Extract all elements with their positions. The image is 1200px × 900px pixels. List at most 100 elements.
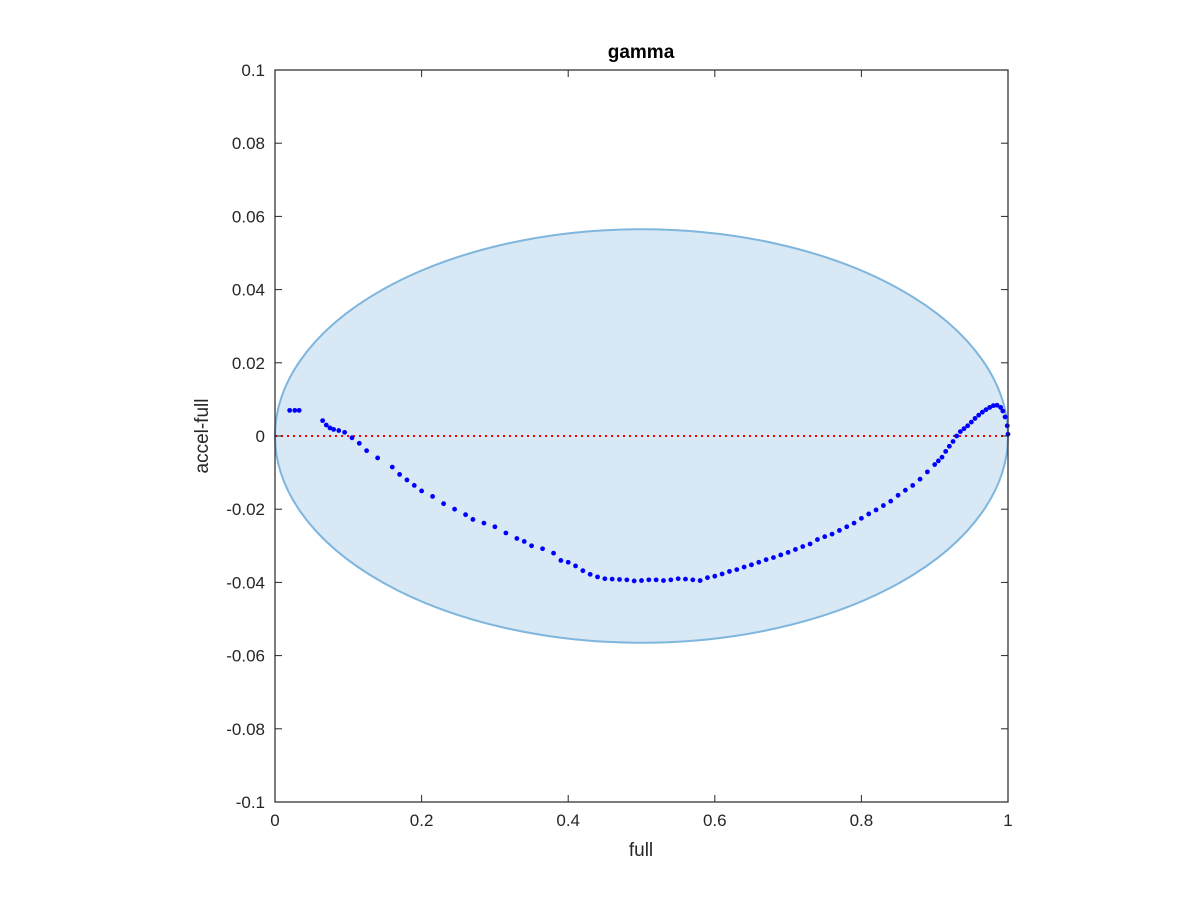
data-point [617, 577, 622, 582]
data-point [389, 464, 395, 470]
data-point [595, 574, 600, 580]
data-point [727, 569, 732, 574]
data-point [441, 501, 446, 507]
data-point [419, 488, 424, 494]
data-point [323, 422, 329, 428]
x-tick-label: 0 [270, 811, 279, 830]
data-point [1002, 414, 1008, 420]
data-point [935, 458, 941, 464]
data-point [551, 550, 556, 556]
data-point [292, 407, 298, 413]
data-point [844, 524, 850, 530]
data-point [972, 416, 978, 421]
chart-title: gamma [608, 42, 675, 63]
y-tick-label: 0.02 [232, 354, 265, 373]
data-point [983, 407, 989, 413]
data-point [287, 407, 293, 413]
data-point [712, 573, 718, 579]
data-point [675, 576, 681, 582]
data-point [327, 425, 333, 431]
data-point [756, 559, 762, 565]
data-point [880, 503, 886, 508]
data-point [895, 492, 901, 498]
y-tick-label: -0.06 [226, 647, 265, 666]
data-point [296, 407, 302, 413]
y-tick-label: -0.08 [226, 720, 265, 739]
y-tick-label: 0.08 [232, 134, 265, 153]
data-point [452, 506, 457, 512]
data-point [771, 555, 776, 560]
data-point [902, 487, 908, 493]
y-tick-label: 0.04 [232, 281, 265, 300]
data-point [778, 552, 784, 558]
data-point [968, 419, 974, 425]
data-point [961, 426, 967, 432]
data-point [364, 448, 370, 454]
y-tick-label: -0.1 [236, 793, 265, 812]
data-point [837, 528, 842, 533]
data-point [646, 577, 652, 583]
plot-area: 0 0.2 0.4 0.6 0.8 1 0.1 0.08 0.06 0.04 0.02 0 -0.02 -… [226, 61, 1012, 830]
data-point [411, 483, 417, 488]
x-tick-label: 0.4 [556, 811, 580, 830]
data-point [994, 402, 1000, 408]
data-point [580, 568, 586, 574]
data-point [829, 531, 835, 537]
data-point [573, 563, 578, 569]
data-point [917, 476, 923, 482]
data-point [609, 576, 615, 582]
data-point [1004, 423, 1010, 429]
data-point [979, 409, 985, 415]
data-point [943, 448, 949, 454]
data-point [763, 557, 769, 563]
data-point [624, 577, 630, 583]
data-point [998, 405, 1004, 410]
data-point [661, 578, 666, 583]
data-point [807, 541, 813, 547]
data-point [587, 571, 593, 577]
data-point [514, 536, 520, 541]
x-axis-label: full [629, 840, 653, 861]
y-tick-label: -0.02 [226, 500, 265, 519]
y-tick-label: 0.06 [232, 207, 265, 226]
data-point [481, 520, 487, 526]
data-point [463, 512, 468, 518]
data-point [741, 564, 747, 570]
data-point [690, 577, 696, 583]
data-point [529, 543, 534, 549]
data-point [734, 567, 740, 572]
data-point [954, 433, 960, 439]
x-tick-label: 0.6 [703, 811, 727, 830]
data-point [653, 577, 659, 583]
data-point [987, 405, 993, 410]
data-point [815, 537, 820, 542]
data-point [1000, 408, 1006, 414]
x-tick-label: 0.2 [410, 811, 434, 830]
data-point [719, 571, 725, 577]
data-point [404, 477, 410, 483]
data-point [492, 524, 498, 530]
data-point [946, 443, 952, 449]
data-point [990, 403, 996, 409]
data-point [375, 455, 381, 461]
data-point [888, 498, 894, 504]
data-point [793, 547, 798, 552]
data-point [932, 462, 938, 467]
data-point [873, 507, 879, 513]
data-point [470, 517, 476, 522]
data-point [540, 546, 545, 552]
data-point [866, 511, 872, 517]
data-point [924, 469, 930, 475]
data-point [910, 483, 916, 488]
data-point [356, 440, 362, 446]
data-point [785, 549, 791, 555]
data-point [331, 427, 337, 432]
y-tick-label: 0 [256, 427, 265, 446]
data-point [503, 530, 509, 536]
data-point [822, 534, 828, 540]
data-point [705, 575, 710, 581]
data-point [851, 520, 857, 526]
data-point [965, 423, 971, 429]
x-tick-label: 1 [1003, 811, 1012, 830]
